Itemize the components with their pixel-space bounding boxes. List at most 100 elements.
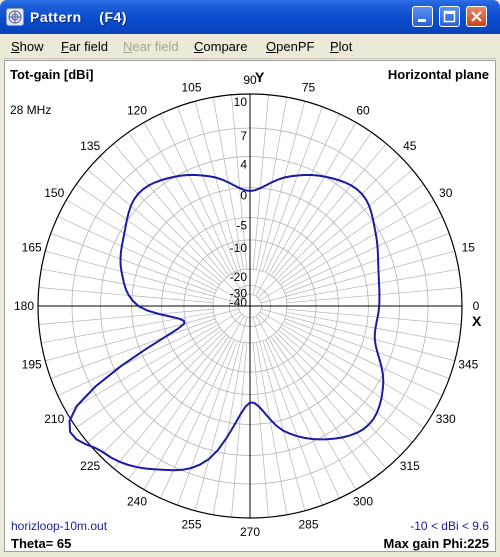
radial-tick-label: -20 — [230, 270, 248, 284]
angle-tick-label: 105 — [181, 81, 201, 95]
x-axis-label: X — [472, 313, 482, 329]
grid-spoke — [284, 318, 450, 379]
grid-spoke — [257, 155, 401, 299]
radial-tick-label: 4 — [240, 158, 247, 172]
window-title: Pattern (F4) — [30, 9, 127, 25]
angle-tick-label: 300 — [353, 495, 373, 509]
grid-spoke — [66, 199, 241, 301]
angle-tick-label: 60 — [356, 103, 370, 117]
grid-spoke — [259, 199, 434, 301]
theta-label: Theta= 65 — [11, 536, 72, 551]
angle-tick-label: 90 — [243, 73, 257, 87]
menu-plot[interactable]: Plot — [330, 39, 353, 54]
angle-tick-label: 345 — [458, 357, 478, 371]
radial-tick-label: -10 — [230, 241, 248, 255]
angle-tick-label: 135 — [80, 139, 100, 153]
angle-tick-label: 15 — [462, 241, 476, 255]
grid-spoke — [57, 321, 217, 396]
angle-tick-label: 0 — [473, 299, 480, 313]
menu-far-field[interactable]: Far field — [61, 39, 108, 54]
radial-tick-label: 0 — [240, 189, 247, 203]
grid-spoke — [45, 250, 239, 304]
gain-range-label: -10 < dBi < 9.6 — [410, 519, 489, 533]
grid-spoke — [257, 313, 401, 457]
menu-compare[interactable]: Compare — [194, 39, 248, 54]
grid-spoke — [278, 329, 413, 443]
gain-pattern-trace — [68, 174, 385, 472]
y-axis-label: Y — [255, 69, 265, 85]
menu-show[interactable]: Show — [11, 39, 44, 54]
title-bar: Pattern (F4) — [0, 0, 500, 34]
angle-tick-label: 180 — [14, 299, 34, 313]
plane-label: Horizontal plane — [387, 67, 489, 82]
grid-spoke — [177, 340, 238, 506]
menu-bar: Show Far field Near field Compare OpenPF… — [4, 34, 496, 59]
grid-spoke — [278, 169, 413, 283]
radial-tick-label: 10 — [234, 95, 248, 109]
grid-spoke — [177, 106, 238, 272]
grid-spoke — [113, 143, 227, 278]
radial-tick-label: -40 — [230, 295, 248, 309]
radial-tick-label: -30 — [230, 286, 248, 300]
grid-spoke — [66, 311, 241, 413]
grid-spoke — [265, 339, 340, 499]
angle-tick-label: 150 — [44, 186, 64, 200]
grid-spoke — [194, 101, 248, 295]
polar-tick-labels: 10 7 4 0 -5 -10 -20 -30-40 0 15 30 45 60 75 90 105 120 13… — [14, 73, 480, 539]
grid-spoke — [284, 233, 450, 294]
minimize-icon — [418, 19, 426, 22]
grid-spoke — [252, 317, 306, 511]
angle-tick-label: 240 — [127, 495, 147, 509]
angle-tick-label: 225 — [80, 459, 100, 473]
angle-tick-label: 75 — [302, 81, 316, 95]
filename-label: horizloop-10m.out — [11, 519, 108, 533]
pattern-app-icon[interactable] — [6, 8, 24, 26]
grid-spoke — [113, 334, 227, 469]
radial-tick-label: 7 — [240, 129, 247, 143]
pattern-plot-area[interactable]: 10 7 4 0 -5 -10 -20 -30 -40 0 15 30 45 60 75 90 105 120 13… — [4, 60, 496, 552]
angle-tick-label: 30 — [439, 186, 453, 200]
maximize-button[interactable] — [439, 6, 460, 27]
grid-spoke — [99, 155, 243, 299]
angle-tick-label: 255 — [181, 517, 201, 531]
close-icon — [471, 11, 482, 22]
grid-spoke — [273, 143, 387, 278]
grid-spoke — [255, 122, 357, 297]
grid-spoke — [87, 329, 222, 443]
grid-spoke — [45, 308, 239, 362]
angle-tick-label: 210 — [44, 412, 64, 426]
angle-tick-label: 315 — [400, 459, 420, 473]
gain-unit-label: Tot-gain [dBi] — [10, 67, 94, 82]
grid-spoke — [261, 250, 455, 304]
grid-spoke — [160, 339, 235, 499]
polar-chart: 10 7 4 0 -5 -10 -20 -30-40 0 15 30 45 60 75 90 105 120 13… — [14, 73, 480, 539]
grid-spoke — [57, 216, 217, 291]
angle-tick-label: 270 — [240, 525, 260, 539]
grid-spoke — [262, 340, 323, 506]
angle-tick-label: 45 — [403, 139, 417, 153]
grid-spoke — [262, 106, 323, 272]
grid-spoke — [255, 315, 357, 490]
max-gain-label: Max gain Phi:225 — [383, 536, 489, 551]
grid-spoke — [143, 315, 245, 490]
menu-openpf[interactable]: OpenPF — [266, 39, 315, 54]
grid-spoke — [265, 113, 340, 273]
grid-spoke — [194, 317, 248, 511]
angle-tick-label: 285 — [298, 517, 318, 531]
angle-tick-label: 120 — [127, 103, 147, 117]
grid-spoke — [283, 321, 443, 396]
grid-spoke — [259, 311, 434, 413]
grid-spoke — [99, 313, 243, 457]
grid-spoke — [261, 308, 455, 362]
angle-tick-label: 195 — [22, 357, 42, 371]
minimize-button[interactable] — [412, 6, 433, 27]
grid-spoke — [50, 318, 216, 379]
radial-tick-label: -5 — [236, 219, 247, 233]
close-button[interactable] — [466, 6, 487, 27]
grid-spoke — [273, 334, 387, 469]
grid-spoke — [50, 233, 216, 294]
grid-spoke — [160, 113, 235, 273]
polar-grid — [37, 93, 463, 519]
grid-spoke — [252, 101, 306, 295]
angle-tick-label: 165 — [22, 241, 42, 255]
